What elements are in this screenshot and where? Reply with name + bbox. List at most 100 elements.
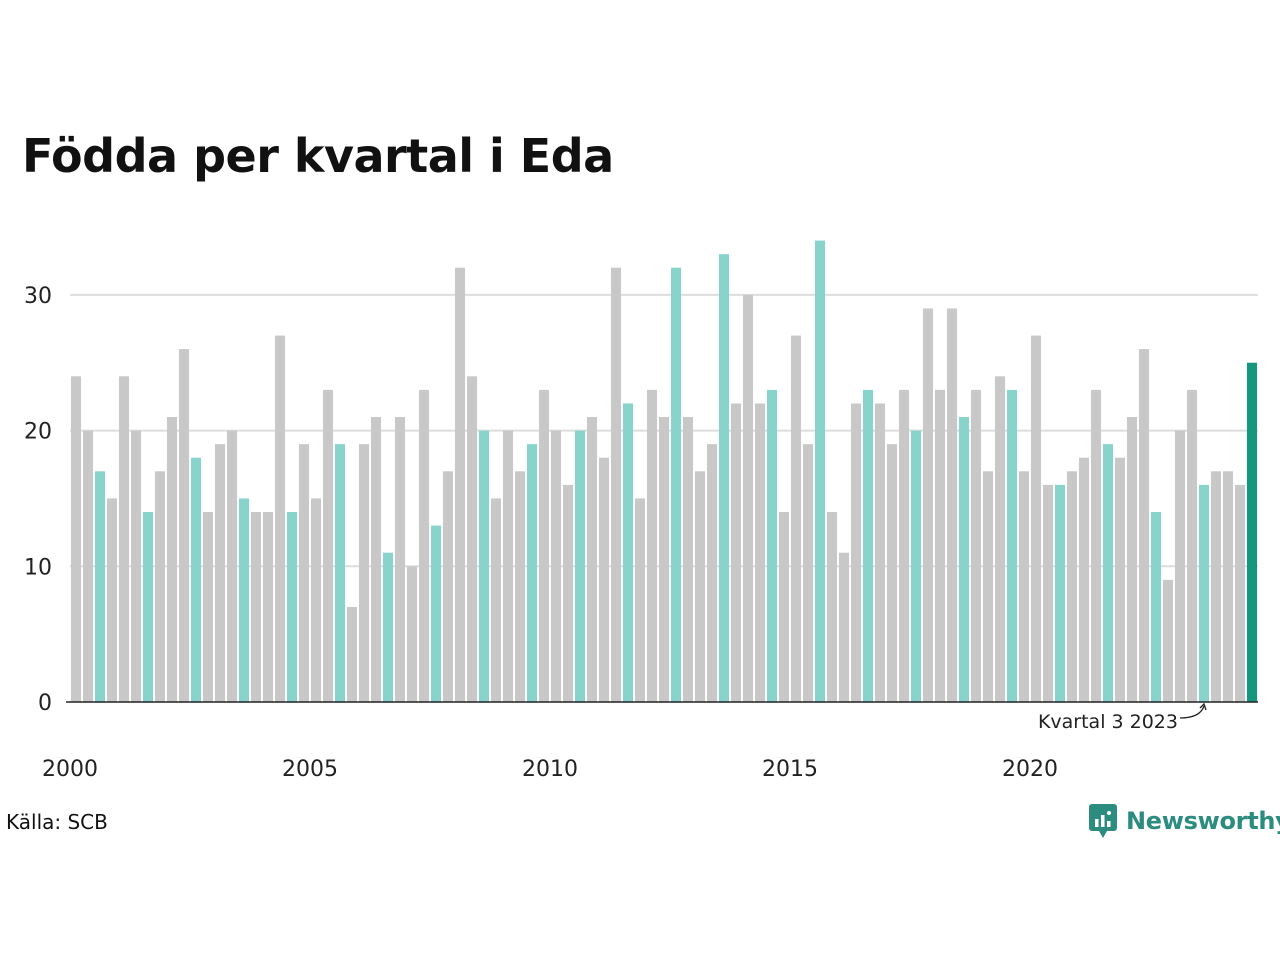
bar-2000-q1 [70,376,82,702]
bar-2006-q2 [370,417,382,702]
bar-2021-q4 [1114,457,1126,702]
bar-2022-q4 [1162,579,1174,702]
bar-2019-q4 [1018,471,1030,702]
bar-2008-q2 [466,376,478,702]
bar-2016-q3 [862,389,874,702]
bar-2012-q3 [670,267,682,702]
bar-2015-q3 [814,240,826,702]
bar-2011-q4 [634,498,646,702]
bar-2018-q3 [958,417,970,702]
newsworthy-logo: Newsworthy [1088,803,1280,839]
bar-2002-q2 [178,349,190,702]
bar-2020-q2 [1042,484,1054,702]
bar-2013-q4 [730,403,742,702]
bar-2006-q3 [382,552,394,702]
bar-2009-q2 [514,471,526,702]
bar-2014-q1 [742,294,754,702]
bar-2011-q2 [610,267,622,702]
bar-2007-q2 [418,389,430,702]
x-tick-label: 2000 [42,757,98,782]
bar-2022-q3 [1150,512,1162,702]
bar-2000-q2 [82,430,94,702]
bar-2007-q4 [442,471,454,702]
bar-2013-q3 [718,254,730,702]
bar-2014-q4 [778,512,790,702]
x-tick-label: 2015 [762,757,818,782]
latest-quarter-label: Kvartal 3 2023 [1038,711,1178,733]
bar-2021-q1 [1078,457,1090,702]
x-tick-label: 2005 [282,757,338,782]
bar-2012-q1 [646,389,658,702]
bar-2021-q3 [1102,444,1114,702]
source-note: Källa: SCB [6,810,108,834]
bar-2003-q3 [238,498,250,702]
bar-2012-q2 [658,417,670,702]
bar-2008-q1 [454,267,466,702]
bar-2022-q2 [1138,349,1150,702]
bar-2007-q3 [430,525,442,702]
annotations: Kvartal 3 2023 [1038,702,1207,733]
bar-2010-q4 [586,417,598,702]
bar-2004-q2 [274,335,286,702]
bar-2015-q2 [802,444,814,702]
bar-2021-q2 [1090,389,1102,702]
bar-2017-q2 [898,389,910,702]
bar-2002-q4 [202,512,214,702]
bar-2006-q4 [394,417,406,702]
axes: 0 10 20 30 2000 2005 2010 2015 2020 [24,284,1258,782]
chart-title: Födda per kvartal i Eda [22,129,614,183]
bar-2017-q1 [886,444,898,702]
bar-2006-q1 [358,444,370,702]
bar-2018-q2 [946,308,958,702]
bar-2002-q3 [190,457,202,702]
bar-2003-q4 [250,512,262,702]
bar-2024-q3 [1246,362,1258,702]
annotation-arrow [1179,705,1205,719]
x-tick-label: 2020 [1002,757,1058,782]
bar-2010-q3 [574,430,586,702]
x-tick-label: 2010 [522,757,578,782]
bar-2016-q4 [874,403,886,702]
bar-2010-q1 [550,430,562,702]
bar-2017-q3 [910,430,922,702]
bar-2019-q1 [982,471,994,702]
bar-2001-q4 [154,471,166,702]
bar-2009-q4 [538,389,550,702]
bar-2019-q2 [994,376,1006,702]
bar-2008-q4 [490,498,502,702]
bar-2019-q3 [1006,389,1018,702]
bar-2004-q3 [286,512,298,702]
bar-2000-q3 [94,471,106,702]
bar-2001-q1 [118,376,130,702]
annotation-arrowhead [1199,702,1207,711]
bar-2014-q3 [766,389,778,702]
bar-2001-q3 [142,512,154,702]
bar-2013-q2 [706,444,718,702]
bar-2015-q4 [826,512,838,702]
bar-2003-q1 [214,444,226,702]
bar-2005-q4 [346,607,358,702]
bar-2007-q1 [406,566,418,702]
bar-2010-q2 [562,484,574,702]
bar-2017-q4 [922,308,934,702]
bar-2005-q1 [310,498,322,702]
bar-2023-q3 [1198,484,1210,702]
bar-2011-q3 [622,403,634,702]
bar-2009-q1 [502,430,514,702]
logo-text: Newsworthy [1126,807,1280,835]
bar-2014-q2 [754,403,766,702]
bar-2011-q1 [598,457,610,702]
bar-2024-q2 [1234,484,1246,702]
bar-2022-q1 [1126,417,1138,702]
bar-2005-q3 [334,444,346,702]
bar-2008-q3 [478,430,490,702]
bar-2001-q2 [130,430,142,702]
bar-2012-q4 [682,417,694,702]
bar-2005-q2 [322,389,334,702]
bar-2004-q4 [298,444,310,702]
bar-2020-q4 [1066,471,1078,702]
newsworthy-logo-icon [1089,804,1117,838]
bar-2016-q2 [850,403,862,702]
bar-2024-q1 [1222,471,1234,702]
